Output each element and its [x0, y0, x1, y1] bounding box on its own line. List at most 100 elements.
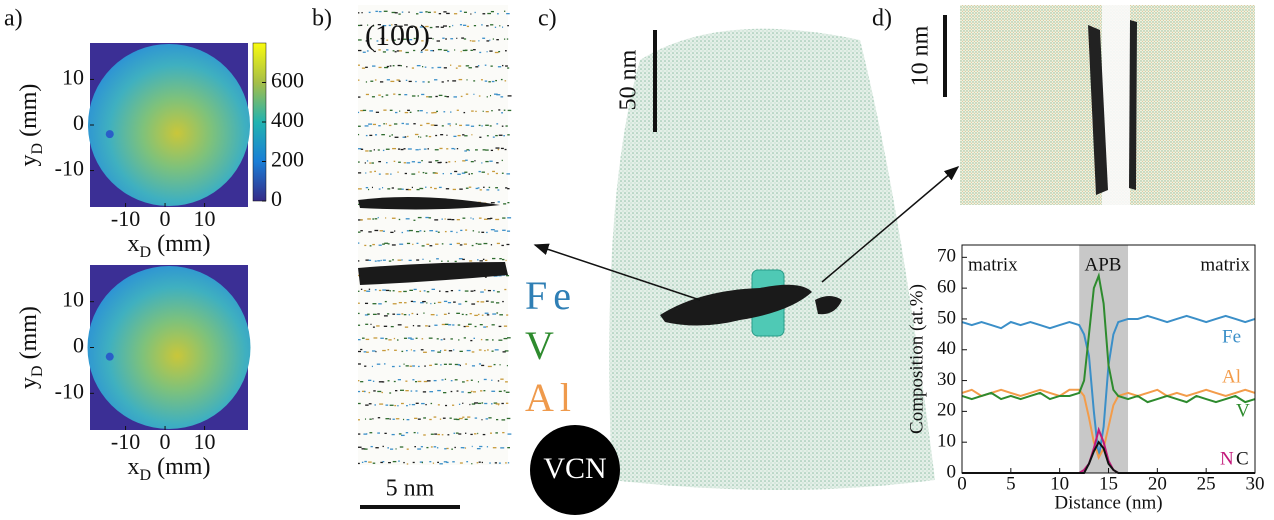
atom [364, 391, 366, 392]
atom [365, 125, 369, 126]
atom [394, 161, 396, 162]
atom [387, 447, 389, 448]
atom [437, 390, 441, 391]
atom [502, 173, 504, 174]
atom [507, 418, 511, 419]
atom [418, 381, 422, 382]
atom [407, 419, 410, 420]
atom [377, 432, 380, 433]
atom [426, 96, 428, 97]
atom [406, 80, 407, 81]
atom [453, 96, 457, 97]
atom [361, 149, 363, 150]
atom [477, 259, 478, 260]
series-label: Fe [1222, 326, 1241, 347]
atom [472, 446, 473, 447]
x-tick-label: 5 [1006, 473, 1016, 494]
axis-label-part: y [16, 154, 42, 166]
atom [487, 446, 488, 447]
atom [372, 187, 373, 188]
atom [491, 301, 494, 302]
atom [401, 313, 403, 314]
atom [434, 219, 438, 220]
atom [482, 13, 485, 14]
atom [465, 229, 467, 230]
atom [358, 96, 360, 97]
atom [372, 244, 375, 245]
atom [431, 434, 434, 435]
atom [483, 187, 484, 188]
atom [413, 123, 415, 124]
atom [384, 243, 388, 244]
atom [426, 447, 428, 448]
atom [375, 351, 376, 352]
atom [384, 11, 388, 12]
atom [426, 112, 427, 113]
atom [389, 136, 391, 137]
atom [379, 173, 381, 174]
atom [445, 218, 446, 219]
atom [470, 313, 472, 314]
atom [506, 260, 507, 261]
atom [418, 217, 422, 218]
atom [379, 188, 381, 189]
atom [397, 172, 398, 173]
atom [463, 112, 465, 113]
atom [379, 245, 382, 246]
atom [498, 51, 500, 52]
atom [473, 94, 474, 95]
axis-label-part: x [128, 454, 140, 480]
atom [386, 149, 390, 150]
atom [433, 463, 434, 464]
atom [447, 80, 449, 81]
atom [387, 188, 390, 189]
atom [387, 349, 389, 350]
atom [380, 81, 383, 82]
atom [369, 392, 370, 393]
atom [455, 261, 457, 262]
atom [395, 137, 399, 138]
atom [390, 173, 391, 174]
atom [450, 231, 452, 232]
atom [387, 79, 390, 80]
atom [415, 390, 417, 391]
atom [499, 314, 503, 315]
atom [487, 314, 489, 315]
atom [420, 302, 424, 303]
axis-label-part: D [29, 143, 46, 155]
atom [486, 301, 489, 302]
atom [376, 112, 379, 113]
atom [502, 230, 506, 231]
atom [404, 162, 406, 163]
atom [480, 291, 484, 292]
atom [499, 258, 502, 259]
atom [428, 326, 430, 327]
atom [505, 187, 507, 188]
atom [415, 381, 417, 382]
atom [484, 403, 487, 404]
atom [460, 365, 461, 366]
atom [388, 243, 390, 244]
series-label: Al [1222, 366, 1241, 387]
atom [488, 366, 492, 367]
atom [394, 338, 395, 339]
atom [429, 365, 432, 366]
atom [483, 390, 485, 391]
atom [358, 79, 359, 80]
atom [454, 447, 455, 448]
atom [427, 380, 431, 381]
atom [417, 448, 421, 449]
atom [474, 433, 476, 434]
atom [381, 134, 385, 135]
atom [358, 351, 361, 352]
atom [462, 134, 464, 135]
atom [496, 123, 498, 124]
atom [470, 13, 471, 14]
dark-spot [106, 353, 114, 361]
atom [415, 81, 416, 82]
atom [369, 135, 372, 136]
atom [421, 160, 423, 161]
atom [483, 111, 484, 112]
atom [501, 79, 503, 80]
atom [422, 462, 423, 463]
